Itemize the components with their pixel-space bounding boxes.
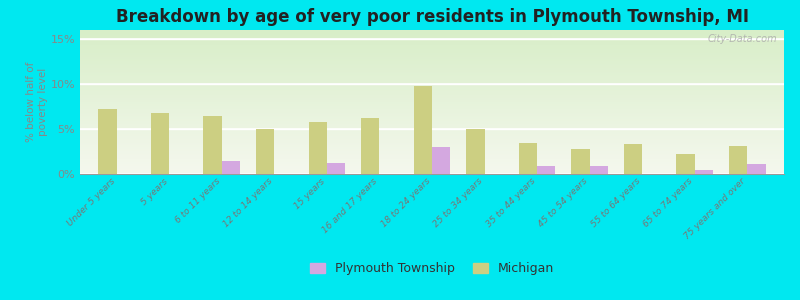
Bar — [624, 144, 642, 174]
Bar — [414, 86, 432, 174]
Bar — [361, 118, 379, 174]
Bar — [694, 170, 713, 174]
Bar — [256, 129, 274, 174]
Legend: Plymouth Township, Michigan: Plymouth Township, Michigan — [305, 257, 559, 280]
Bar — [729, 146, 747, 174]
Bar — [98, 109, 117, 174]
Text: City-Data.com: City-Data.com — [707, 34, 777, 44]
Bar — [432, 147, 450, 174]
Bar — [537, 166, 555, 174]
Y-axis label: % below half of
poverty level: % below half of poverty level — [26, 62, 48, 142]
Bar — [466, 129, 485, 174]
Bar — [151, 113, 170, 174]
Bar — [309, 122, 327, 174]
Bar — [518, 142, 537, 174]
Title: Breakdown by age of very poor residents in Plymouth Township, MI: Breakdown by age of very poor residents … — [115, 8, 749, 26]
Bar — [203, 116, 222, 174]
Bar — [747, 164, 766, 174]
Bar — [222, 160, 240, 174]
Bar — [327, 163, 346, 174]
Bar — [571, 149, 590, 174]
Bar — [676, 154, 694, 174]
Bar — [590, 166, 608, 174]
